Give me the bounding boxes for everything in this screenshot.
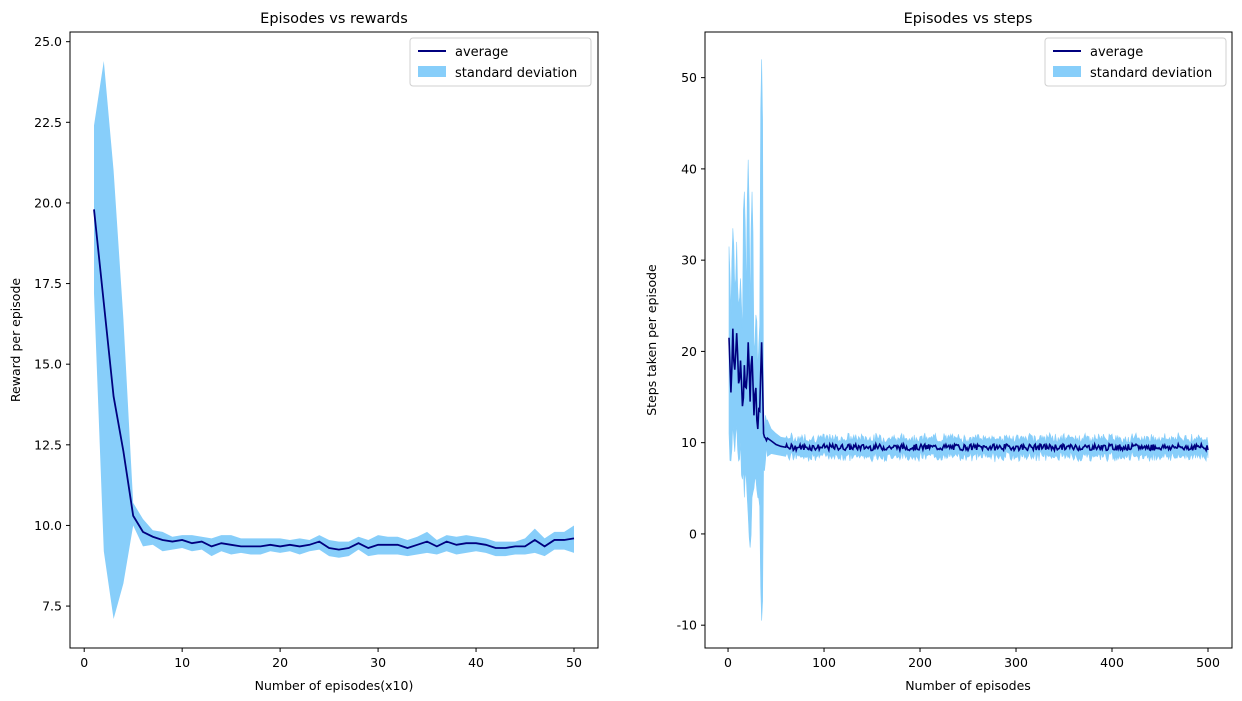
steps-y-tick-label: 10: [681, 435, 697, 450]
rewards-x-tick-label: 20: [272, 655, 288, 670]
rewards-average-line: [93, 209, 575, 551]
rewards-y-tick-label: 22.5: [34, 115, 62, 130]
steps-plot-area: [728, 59, 1209, 621]
rewards-y-tick-label: 25.0: [34, 34, 62, 49]
rewards-std-band: [94, 61, 574, 619]
steps-x-tick-label: 0: [724, 655, 732, 670]
steps-x-tick-label: 500: [1196, 655, 1220, 670]
steps-x-tick-label: 400: [1100, 655, 1124, 670]
rewards-y-tick-label: 10.0: [34, 518, 62, 533]
rewards-x-tick-label: 40: [468, 655, 484, 670]
steps-y-ticks: -10 0 10 20 30 40 50: [677, 70, 705, 633]
steps-std-band: [728, 59, 1209, 621]
rewards-x-tick-label: 0: [80, 655, 88, 670]
rewards-y-tick-label: 15.0: [34, 357, 62, 372]
steps-x-ticks: 0 100 200 300 400 500: [724, 648, 1220, 670]
steps-legend-average-label: average: [1090, 45, 1143, 60]
steps-x-axis-label: Number of episodes: [905, 678, 1031, 693]
steps-legend-std-swatch: [1053, 66, 1081, 77]
steps-x-tick-label: 300: [1004, 655, 1028, 670]
rewards-y-tick-label: 7.5: [42, 599, 62, 614]
rewards-axes-frame: [69, 31, 599, 649]
rewards-legend-std-label: standard deviation: [455, 66, 577, 81]
rewards-legend-box: [409, 37, 592, 87]
rewards-y-tick-label: 17.5: [34, 276, 62, 291]
steps-y-tick-label: 0: [689, 526, 697, 541]
rewards-legend-std-swatch: [418, 66, 446, 77]
steps-y-tick-label: 20: [681, 344, 697, 359]
steps-legend: average standard deviation: [1044, 37, 1227, 87]
rewards-y-ticks: 7.5 10.0 12.5 15.0 17.5 20.0 22.5 25.0: [34, 34, 70, 614]
steps-x-tick-label: 200: [908, 655, 932, 670]
steps-legend-box: [1044, 37, 1227, 87]
rewards-x-tick-label: 50: [566, 655, 582, 670]
steps-chart: 0 100 200 300 400 500 -10 0 10 20 30 40 50 Episodes…: [644, 11, 1233, 693]
steps-chart-title: Episodes vs steps: [904, 11, 1033, 27]
steps-y-tick-label: 40: [681, 161, 697, 176]
steps-y-tick-label: -10: [677, 618, 697, 633]
rewards-plot-area: [93, 61, 575, 619]
rewards-y-axis-label: Reward per episode: [8, 278, 23, 402]
rewards-legend: average standard deviation: [409, 37, 592, 87]
rewards-chart: 0 10 20 30 40 50 7.5 10.0 12.5 15.0 17.5 20.0 22.5 2…: [8, 11, 599, 693]
steps-y-tick-label: 50: [681, 70, 697, 85]
steps-legend-std-label: standard deviation: [1090, 66, 1212, 81]
steps-x-tick-label: 100: [812, 655, 836, 670]
rewards-x-axis-label: Number of episodes(x10): [255, 678, 414, 693]
rewards-x-ticks: 0 10 20 30 40 50: [80, 648, 582, 670]
rewards-x-tick-label: 10: [174, 655, 190, 670]
steps-y-tick-label: 30: [681, 253, 697, 268]
steps-y-axis-label: Steps taken per episode: [644, 264, 659, 416]
rewards-x-tick-label: 30: [370, 655, 386, 670]
rewards-y-tick-label: 20.0: [34, 195, 62, 210]
rewards-y-tick-label: 12.5: [34, 437, 62, 452]
steps-axes-frame: [704, 31, 1233, 649]
rewards-legend-average-label: average: [455, 45, 508, 60]
steps-average-line: [728, 328, 1209, 454]
rewards-chart-title: Episodes vs rewards: [260, 11, 408, 27]
